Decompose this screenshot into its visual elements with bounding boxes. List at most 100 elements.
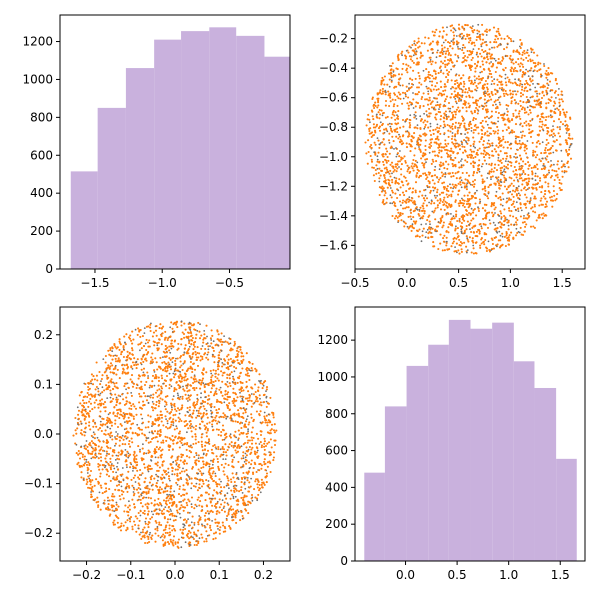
- scatter-point: [568, 134, 571, 137]
- scatter-point: [495, 103, 497, 106]
- scatter-point: [408, 126, 412, 129]
- scatter-point: [269, 470, 272, 474]
- scatter-point: [414, 77, 417, 80]
- histogram-bar-7: [264, 56, 290, 269]
- scatter-point: [421, 230, 424, 233]
- scatter-point: [439, 161, 442, 164]
- scatter-point: [234, 495, 237, 498]
- scatter-point: [509, 37, 512, 41]
- scatter-point: [534, 166, 537, 169]
- scatter-point: [468, 89, 471, 92]
- scatter-point: [527, 59, 530, 62]
- scatter-point: [443, 203, 446, 206]
- scatter-point: [532, 61, 535, 64]
- scatter-point: [523, 83, 526, 86]
- scatter-point: [478, 147, 481, 150]
- scatter-point: [85, 401, 88, 404]
- scatter-point: [555, 149, 558, 152]
- scatter-point: [443, 93, 446, 96]
- scatter-point: [146, 341, 150, 344]
- scatter-point: [475, 234, 478, 238]
- scatter-point: [468, 181, 471, 185]
- scatter-point: [90, 373, 93, 376]
- scatter-point: [184, 328, 187, 331]
- scatter-point: [399, 126, 402, 129]
- scatter-point: [449, 183, 451, 186]
- scatter-point: [451, 123, 454, 126]
- scatter-point: [399, 84, 402, 87]
- scatter-point: [137, 524, 140, 527]
- scatter-point: [235, 521, 238, 524]
- scatter-point: [107, 364, 110, 367]
- scatter-point: [474, 70, 477, 73]
- scatter-point: [512, 200, 515, 203]
- scatter-point: [499, 61, 502, 64]
- scatter-point: [442, 237, 445, 240]
- scatter-point: [443, 249, 446, 252]
- scatter-point: [459, 77, 462, 80]
- scatter-point: [441, 47, 444, 50]
- scatter-point: [199, 470, 202, 473]
- scatter-point: [87, 486, 90, 489]
- scatter-point: [491, 175, 494, 178]
- scatter-point: [425, 223, 427, 225]
- scatter-point: [421, 217, 424, 220]
- scatter-point: [442, 120, 445, 123]
- scatter-point: [539, 68, 542, 71]
- scatter-point: [433, 31, 437, 34]
- scatter-point: [121, 434, 124, 437]
- scatter-point: [242, 358, 245, 361]
- scatter-point: [97, 462, 100, 466]
- scatter-point: [494, 107, 498, 110]
- scatter-point: [436, 101, 439, 103]
- scatter-point: [260, 464, 263, 467]
- scatter-point: [528, 69, 531, 72]
- scatter-point: [196, 489, 199, 492]
- scatter-point: [111, 438, 114, 441]
- scatter-point: [392, 70, 395, 73]
- scatter-point: [553, 100, 556, 103]
- scatter-point: [458, 217, 461, 220]
- scatter-point: [555, 170, 558, 173]
- scatter-point: [504, 171, 507, 174]
- scatter-point: [457, 122, 460, 125]
- scatter-point: [544, 166, 547, 169]
- scatter-point: [215, 392, 218, 395]
- scatter-point: [499, 184, 502, 187]
- scatter-point: [166, 531, 169, 534]
- scatter-point: [450, 150, 453, 153]
- scatter-point: [445, 230, 448, 233]
- scatter-point: [538, 92, 541, 95]
- scatter-point: [419, 217, 422, 220]
- scatter-point: [472, 48, 475, 50]
- scatter-point: [132, 486, 135, 489]
- scatter-point: [415, 63, 418, 66]
- scatter-point: [485, 104, 488, 107]
- scatter-point: [467, 180, 470, 183]
- scatter-point: [439, 70, 442, 74]
- scatter-point: [458, 220, 461, 223]
- scatter-point: [493, 201, 496, 205]
- scatter-point: [540, 168, 543, 171]
- scatter-point: [451, 242, 454, 245]
- scatter-point: [515, 234, 518, 237]
- scatter-point: [538, 179, 542, 182]
- scatter-point: [230, 414, 233, 417]
- scatter-point: [545, 107, 548, 110]
- scatter-point: [108, 514, 111, 517]
- scatter-point: [426, 49, 429, 52]
- scatter-point: [499, 140, 502, 143]
- scatter-point: [559, 120, 562, 124]
- scatter-point: [497, 176, 500, 179]
- scatter-point: [152, 331, 156, 334]
- scatter-point: [381, 141, 384, 144]
- scatter-point: [139, 342, 142, 346]
- scatter-point: [430, 84, 434, 87]
- scatter-point: [197, 523, 200, 526]
- scatter-point: [434, 128, 437, 131]
- scatter-point: [225, 415, 228, 418]
- scatter-point: [269, 461, 272, 465]
- scatter-point: [432, 245, 435, 248]
- scatter-point: [431, 30, 434, 33]
- scatter-point: [439, 219, 443, 222]
